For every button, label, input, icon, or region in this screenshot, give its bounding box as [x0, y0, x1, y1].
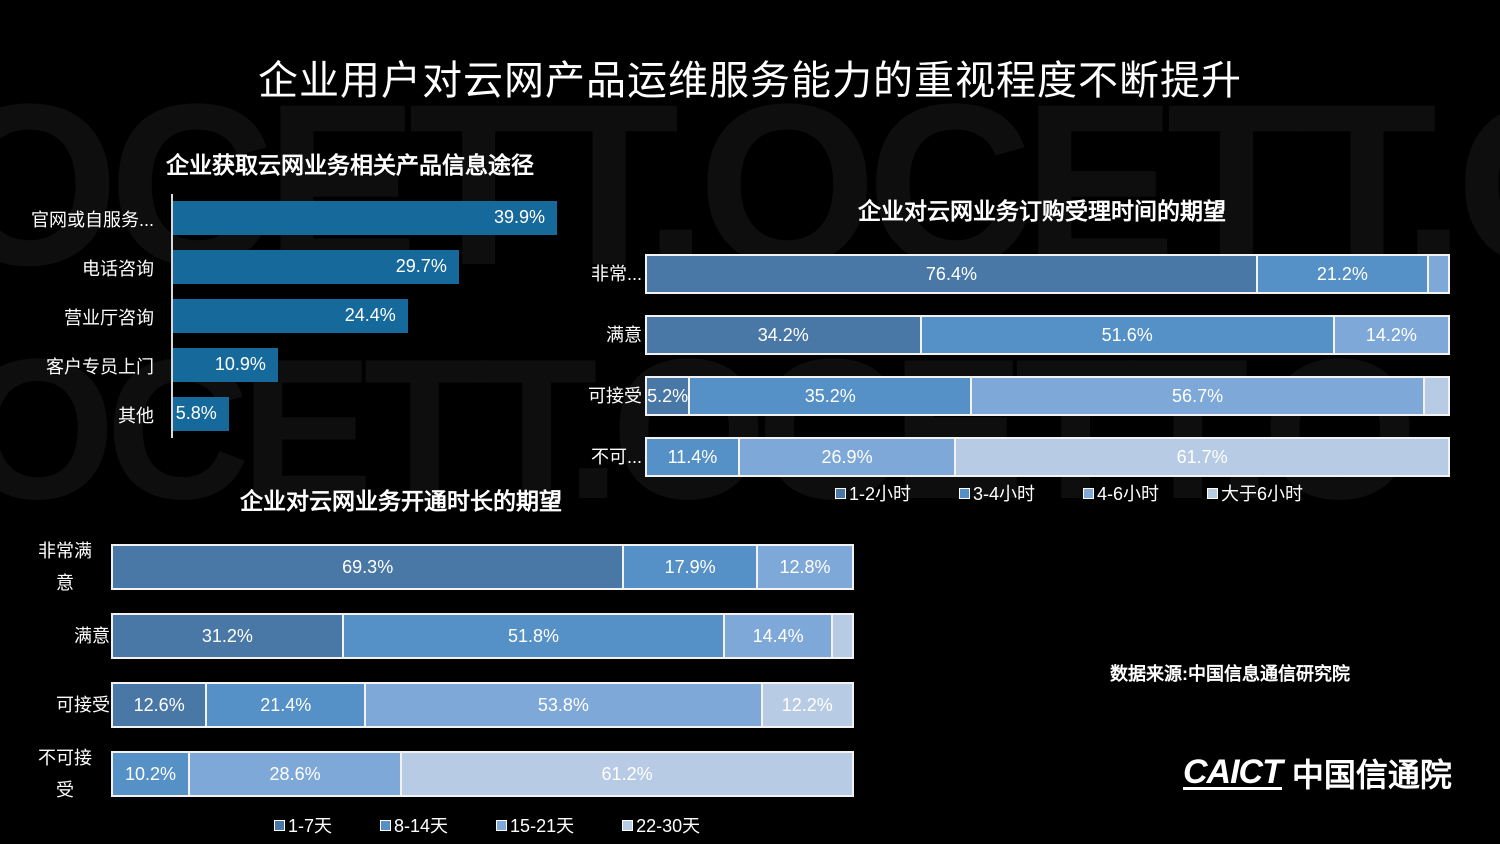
stacked-row: 69.3% 17.9% 12.8% — [111, 544, 854, 590]
bar-segment — [832, 615, 852, 657]
row-category-label: 满意 — [606, 325, 642, 345]
legend-swatch-icon — [835, 487, 846, 499]
bar-segment: 61.7% — [956, 439, 1448, 475]
bar-category-label: 电话咨询 — [82, 259, 154, 279]
row-category-label: 可接受 — [588, 386, 642, 406]
legend-item: 4-6小时 — [1083, 480, 1159, 506]
bar-segment: 12.2% — [762, 684, 852, 726]
bar-segment: 11.4% — [647, 439, 738, 475]
bar-segment: 51.6% — [921, 317, 1333, 353]
logo-cn-text: 中国信通院 — [1291, 757, 1452, 793]
legend-item: 3-4小时 — [959, 480, 1035, 506]
bar-segment: 28.6% — [189, 753, 401, 795]
row-category-label: 不可接 受 — [38, 748, 92, 800]
bar-segment: 21.4% — [207, 684, 365, 726]
bar: 29.7% — [173, 250, 459, 284]
row-category-label: 满意 — [74, 626, 110, 646]
chart3-legend: 1-7天 8-14天 15-21天 22-30天 — [274, 812, 748, 838]
bar-segment: 51.8% — [343, 615, 724, 657]
legend-swatch-icon — [1083, 487, 1095, 499]
chart2-title: 企业对云网业务订购受理时间的期望 — [858, 198, 1226, 224]
legend-label: 1-2小时 — [849, 484, 912, 504]
bar-segment: 61.2% — [402, 753, 852, 795]
bar-segment: 34.2% — [647, 317, 920, 353]
legend-label: 大于6小时 — [1221, 484, 1304, 504]
bar-segment: 56.7% — [972, 378, 1423, 414]
caict-logo: CAICT 中国信通院 — [1183, 750, 1452, 796]
bar-segment: 76.4% — [647, 256, 1256, 292]
legend-label: 22-30天 — [636, 816, 701, 836]
chart1-title: 企业获取云网业务相关产品信息途径 — [166, 152, 534, 178]
row-category-label: 可接受 — [56, 695, 110, 715]
bar-segment: 53.8% — [366, 684, 761, 726]
bar: 24.4% — [173, 299, 408, 333]
logo-en-text: CAICT — [1183, 752, 1283, 791]
legend-item: 22-30天 — [622, 812, 700, 838]
bar-category-label: 客户专员上门 — [46, 357, 154, 377]
bar-segment: 12.6% — [113, 684, 206, 726]
bar-segment: 69.3% — [113, 546, 623, 588]
chart3-title: 企业对云网业务开通时长的期望 — [240, 488, 562, 514]
stacked-row: 76.4% 21.2% — [645, 254, 1450, 294]
legend-label: 15-21天 — [510, 816, 575, 836]
stacked-row: 5.2% 35.2% 56.7% — [645, 376, 1450, 416]
legend-item: 15-21天 — [496, 812, 574, 838]
legend-swatch-icon — [380, 819, 392, 831]
bar-segment: 12.8% — [757, 546, 852, 588]
bar: 39.9% — [173, 201, 557, 235]
stacked-row: 31.2% 51.8% 14.4% — [111, 613, 854, 659]
stacked-row: 12.6% 21.4% 53.8% 12.2% — [111, 682, 854, 728]
bar-category-label: 其他 — [118, 406, 154, 426]
legend-item: 1-2小时 — [835, 480, 911, 506]
bar-value-label: 10.9% — [214, 354, 266, 374]
legend-swatch-icon — [959, 487, 971, 499]
stacked-row: 10.2% 28.6% 61.2% — [111, 751, 854, 797]
legend-label: 1-7天 — [288, 816, 333, 836]
bar: 10.9% — [173, 348, 278, 382]
bar-value-label: 5.8% — [175, 403, 217, 423]
bar-category-label: 官网或自服务... — [30, 210, 154, 230]
bar-segment: 35.2% — [690, 378, 971, 414]
bar-segment — [1428, 256, 1448, 292]
stacked-row: 34.2% 51.6% 14.2% — [645, 315, 1450, 355]
bar-category-label: 营业厅咨询 — [64, 308, 154, 328]
row-category-label: 非常满 意 — [38, 541, 92, 593]
legend-swatch-icon — [1207, 487, 1219, 499]
bar-segment: 26.9% — [739, 439, 955, 475]
legend-label: 3-4小时 — [973, 484, 1036, 504]
row-category-label: 非常... — [590, 264, 642, 284]
bar-segment: 5.2% — [647, 378, 689, 414]
legend-swatch-icon — [622, 819, 634, 831]
legend-label: 4-6小时 — [1097, 484, 1160, 504]
stacked-row: 11.4% 26.9% 61.7% — [645, 437, 1450, 477]
row-category-label: 不可... — [590, 447, 642, 467]
legend-swatch-icon — [274, 819, 285, 831]
bar-segment: 17.9% — [624, 546, 756, 588]
legend-label: 8-14天 — [394, 816, 449, 836]
legend-item: 大于6小时 — [1207, 480, 1303, 506]
legend-item: 1-7天 — [274, 812, 332, 838]
legend-swatch-icon — [496, 819, 508, 831]
bar-segment: 31.2% — [113, 615, 342, 657]
bar-value-label: 24.4% — [344, 305, 396, 325]
bar-value-label: 29.7% — [395, 256, 447, 276]
data-source-note: 数据来源:中国信息通信研究院 — [1110, 664, 1350, 684]
chart1-y-axis — [171, 194, 173, 438]
page-title: 企业用户对云网产品运维服务能力的重视程度不断提升 — [258, 59, 1242, 103]
chart2-legend: 1-2小时 3-4小时 4-6小时 大于6小时 — [835, 480, 1351, 506]
bar-segment: 21.2% — [1257, 256, 1427, 292]
bar-segment — [1424, 378, 1449, 414]
bar-value-label: 39.9% — [493, 207, 545, 227]
legend-item: 8-14天 — [380, 812, 448, 838]
bar-segment: 14.4% — [725, 615, 831, 657]
bar-segment: 10.2% — [113, 753, 188, 795]
bar-segment: 14.2% — [1334, 317, 1448, 353]
bar: 5.8% — [173, 397, 229, 431]
